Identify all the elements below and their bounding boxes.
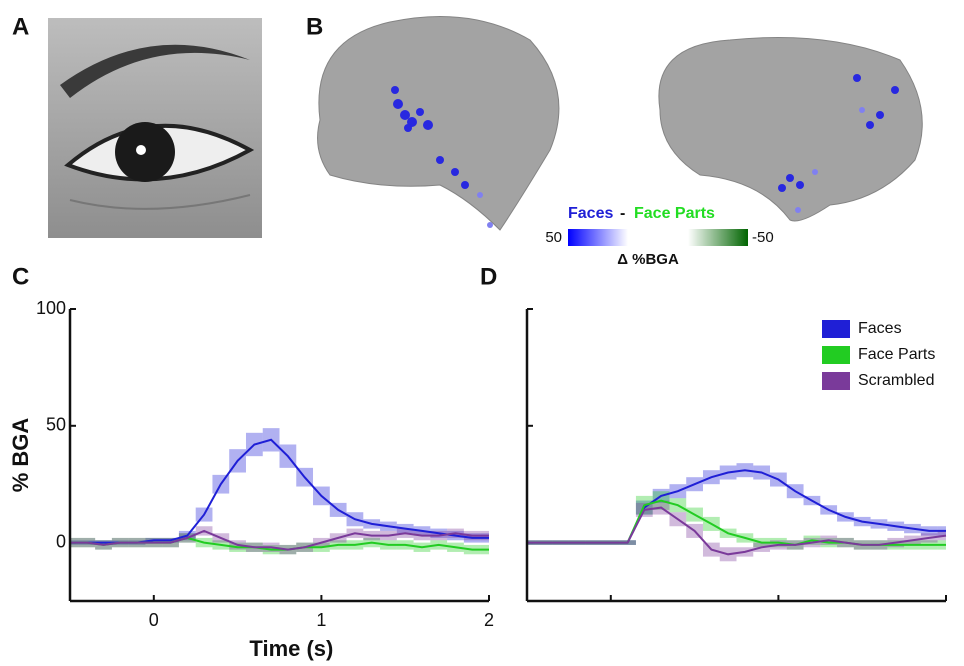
legend-text: Face Parts (634, 205, 715, 222)
series-line (70, 529, 489, 551)
legend-label: Faces (858, 320, 902, 337)
panel-label: C (12, 263, 29, 290)
x-tick-label: 2 (484, 610, 494, 630)
legend-text: Faces (568, 205, 613, 222)
legend-swatch (822, 346, 850, 364)
legend-text: - (620, 205, 625, 222)
panel-label: B (306, 13, 323, 40)
brain-right (658, 37, 923, 222)
y-tick-label: 50 (46, 415, 66, 435)
legend-label: Face Parts (858, 346, 935, 363)
x-tick-label: 0 (149, 610, 159, 630)
brain-left (317, 15, 560, 231)
y-tick-label: 0 (56, 531, 66, 551)
y-tick-label: 100 (36, 298, 66, 318)
y-axis-label: % BGA (8, 418, 33, 493)
colorbar (568, 229, 628, 246)
panel-label: D (480, 263, 497, 290)
colorbar-label: -50 (752, 229, 774, 246)
x-axis-label: Time (s) (249, 636, 333, 661)
legend-label: Scrambled (858, 372, 934, 389)
colorbar-label: 50 (545, 229, 562, 246)
panel-label: A (12, 13, 29, 40)
eye-image (48, 18, 262, 238)
legend-swatch (822, 372, 850, 390)
x-tick-label: 1 (316, 610, 326, 630)
colorbar (688, 229, 748, 246)
colorbar-title: Δ %BGA (617, 251, 679, 268)
series-line (527, 506, 947, 556)
legend-swatch (822, 320, 850, 338)
